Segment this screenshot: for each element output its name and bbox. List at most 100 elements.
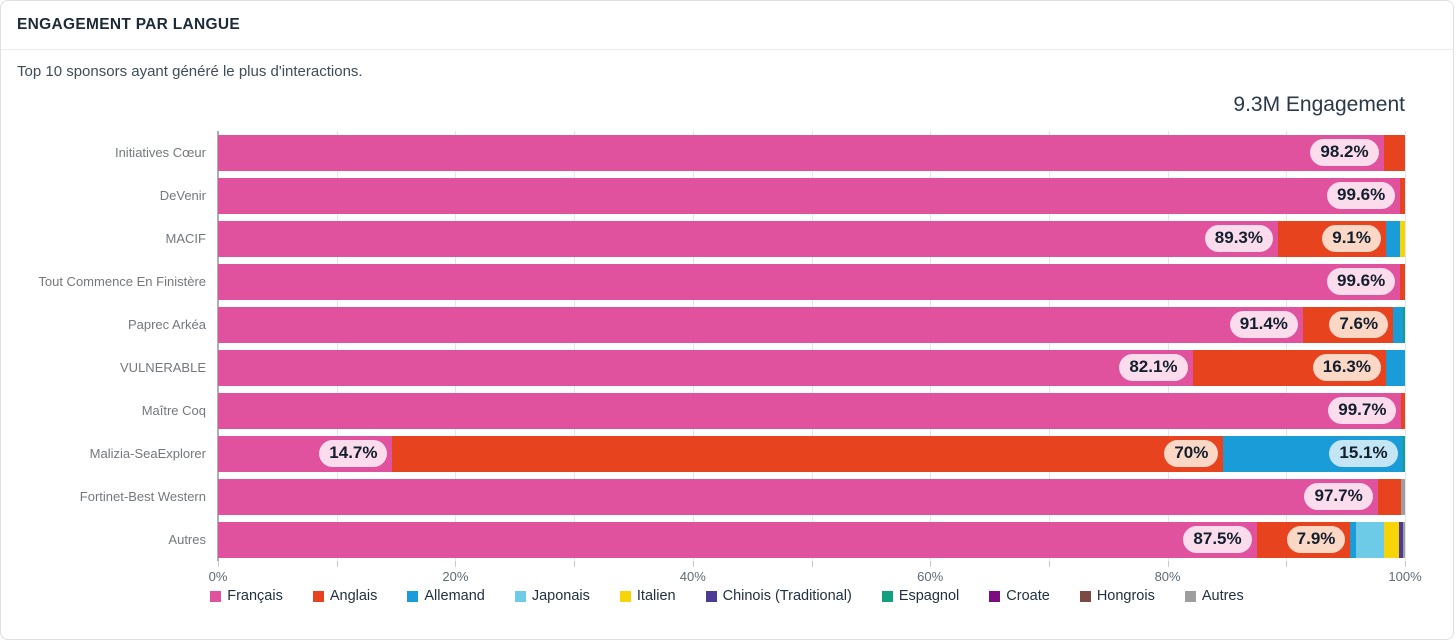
segment-value-label: 15.1% <box>1329 440 1398 467</box>
category-label-tout-commence-en-finistere: Tout Commence En Finistère <box>38 274 206 289</box>
legend-label: Français <box>227 588 283 604</box>
segment-value-label: 87.5% <box>1183 526 1252 553</box>
legend-item-allemand[interactable]: Allemand <box>407 588 485 604</box>
bar-segment-allemand[interactable] <box>1350 521 1357 558</box>
bar-segment-anglais[interactable]: 7.9% <box>1256 521 1351 558</box>
bar-segment-espagnol[interactable] <box>1402 306 1405 343</box>
bar-segment-italien[interactable] <box>1383 521 1400 558</box>
x-tick-label: 80% <box>1154 569 1181 584</box>
legend-item-hongrois[interactable]: Hongrois <box>1079 588 1155 604</box>
x-axis-tick <box>1048 561 1050 567</box>
bar-segment-anglais[interactable]: 16.3% <box>1192 349 1386 386</box>
gridline <box>455 131 457 561</box>
bar-segment-anglais[interactable] <box>1377 478 1402 515</box>
gridline <box>1286 131 1288 561</box>
y-axis-line <box>217 131 219 561</box>
bar-segment-espagnol[interactable] <box>1402 435 1405 472</box>
bar-row: Autres 87.5% 7.9% <box>168 518 1405 561</box>
gridline <box>692 131 694 561</box>
bar-segment-allemand[interactable]: 15.1% <box>1223 435 1403 472</box>
category-label-autres: Autres <box>168 532 206 547</box>
x-axis: 0% 20% 40% 60% 80% 100% <box>209 561 1422 591</box>
bar-segment-francais[interactable]: 97.7% <box>218 478 1378 515</box>
legend-label: Espagnol <box>898 588 960 604</box>
segment-value-label: 91.4% <box>1229 311 1298 338</box>
bar-segment-japonais[interactable] <box>1356 521 1384 558</box>
bar-row: MACIF 89.3% 9.1% <box>166 217 1405 260</box>
bar-rows: Initiatives Cœur 98.2% DeVenir 99.6% MACIF 89… <box>38 131 1405 561</box>
segment-value-label: 89.3% <box>1204 225 1273 252</box>
legend-item-italien[interactable]: Italien <box>619 588 676 604</box>
bar-segment-anglais[interactable] <box>1400 177 1405 214</box>
segment-value-label: 82.1% <box>1119 354 1188 381</box>
legend-swatch <box>210 590 222 602</box>
bar-segment-francais[interactable]: 82.1% <box>218 349 1193 386</box>
stacked-bar: 99.6% <box>218 177 1405 214</box>
bar-segment-autres[interactable] <box>1402 521 1405 558</box>
bar-segment-anglais[interactable]: 7.6% <box>1302 306 1394 343</box>
x-axis-tick <box>1286 561 1288 567</box>
chart-legend: Français Anglais Allemand Japonais Italien Ch… <box>1 588 1453 604</box>
gridline <box>1048 131 1050 561</box>
segment-value-label: 98.2% <box>1310 139 1379 166</box>
x-axis-tick <box>1167 561 1169 567</box>
segment-value-label: 7.9% <box>1286 526 1346 553</box>
bar-segment-francais[interactable]: 89.3% <box>218 220 1278 257</box>
bar-segment-francais[interactable]: 99.6% <box>218 263 1401 300</box>
stacked-bar: 98.2% <box>218 134 1405 171</box>
bar-segment-italien[interactable] <box>1400 220 1405 257</box>
bar-segment-anglais[interactable] <box>1383 134 1405 171</box>
segment-value-label: 99.6% <box>1327 268 1396 295</box>
gridline <box>1167 131 1169 561</box>
legend-item-francais[interactable]: Français <box>210 588 283 604</box>
stacked-bar: 91.4% 7.6% <box>218 306 1405 343</box>
legend-item-autres[interactable]: Autres <box>1184 588 1244 604</box>
segment-value-label: 16.3% <box>1312 354 1381 381</box>
bar-segment-chinois-traditional[interactable] <box>1399 521 1403 558</box>
legend-swatch <box>1079 590 1091 602</box>
bar-segment-francais[interactable]: 14.7% <box>218 435 393 472</box>
category-label-macif: MACIF <box>165 231 206 246</box>
stacked-bar: 99.6% <box>218 263 1405 300</box>
bar-segment-allemand[interactable] <box>1386 220 1401 257</box>
category-label-fortinet-best-western: Fortinet-Best Western <box>79 489 206 504</box>
bar-segment-anglais[interactable]: 9.1% <box>1277 220 1386 257</box>
bar-segment-autres[interactable] <box>1401 478 1405 515</box>
legend-item-chinois-traditional[interactable]: Chinois (Traditional) <box>705 588 852 604</box>
category-label-vulnerable: VULNERABLE <box>120 360 206 375</box>
stacked-bar: 89.3% 9.1% <box>218 220 1405 257</box>
category-label-paprec-arkea: Paprec Arkéa <box>127 317 206 332</box>
segment-value-label: 9.1% <box>1322 225 1381 252</box>
legend-item-anglais[interactable]: Anglais <box>312 588 377 604</box>
bar-segment-anglais[interactable]: 70% <box>392 435 1224 472</box>
legend-label: Autres <box>1201 588 1244 604</box>
bar-segment-francais[interactable]: 87.5% <box>218 521 1257 558</box>
segment-value-label: 70% <box>1164 440 1219 467</box>
x-axis-tick <box>692 561 694 567</box>
bar-row: Initiatives Cœur 98.2% <box>115 131 1405 174</box>
segment-value-label: 99.7% <box>1328 397 1397 424</box>
legend-swatch <box>1184 590 1196 602</box>
legend-item-espagnol[interactable]: Espagnol <box>881 588 960 604</box>
x-tick-label: 40% <box>679 569 706 584</box>
legend-item-japonais[interactable]: Japonais <box>514 588 590 604</box>
bar-segment-allemand[interactable] <box>1393 306 1403 343</box>
bar-segment-francais[interactable]: 98.2% <box>218 134 1384 171</box>
total-engagement-label: 9.3M Engagement <box>1233 93 1405 116</box>
legend-swatch <box>705 590 717 602</box>
segment-value-label: 7.6% <box>1329 311 1389 338</box>
bar-segment-francais[interactable]: 99.7% <box>218 392 1402 429</box>
bar-chart: Initiatives Cœur 98.2% DeVenir 99.6% MACIF 89… <box>38 131 1422 584</box>
x-axis-tick <box>1405 561 1406 567</box>
bar-segment-francais[interactable]: 91.4% <box>218 306 1303 343</box>
bar-segment-allemand[interactable] <box>1385 349 1405 386</box>
bar-row: DeVenir 99.6% <box>160 174 1405 217</box>
gridline <box>336 131 338 561</box>
bar-segment-anglais[interactable] <box>1400 263 1405 300</box>
legend-swatch <box>989 590 1001 602</box>
bar-segment-anglais[interactable] <box>1401 392 1405 429</box>
legend-item-croate[interactable]: Croate <box>989 588 1050 604</box>
bar-segment-francais[interactable]: 99.6% <box>218 177 1401 214</box>
x-axis-tick <box>811 561 813 567</box>
x-axis-tick <box>930 561 932 567</box>
